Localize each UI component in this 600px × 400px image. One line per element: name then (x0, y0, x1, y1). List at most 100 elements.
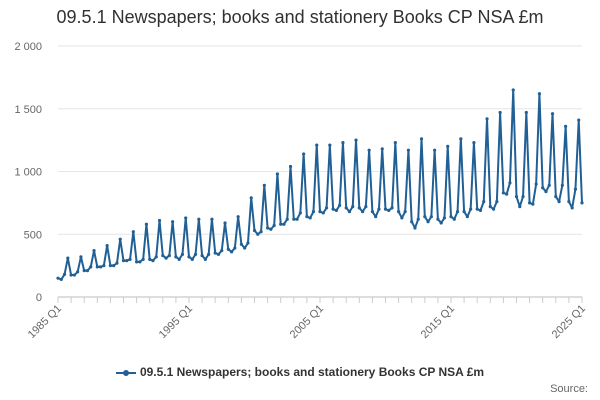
data-point[interactable] (138, 260, 142, 264)
data-point[interactable] (62, 272, 67, 277)
data-point[interactable] (357, 206, 361, 210)
data-point[interactable] (377, 207, 381, 211)
data-point[interactable] (478, 208, 483, 213)
data-point[interactable] (354, 138, 358, 142)
data-point[interactable] (249, 196, 253, 200)
data-point[interactable] (429, 215, 433, 219)
data-point[interactable] (541, 186, 545, 190)
data-point[interactable] (564, 124, 568, 128)
data-point[interactable] (370, 210, 374, 214)
data-point[interactable] (508, 181, 512, 185)
data-point[interactable] (135, 260, 139, 264)
data-point[interactable] (560, 183, 564, 187)
data-point[interactable] (324, 206, 329, 210)
data-point[interactable] (279, 222, 283, 226)
data-point[interactable] (151, 259, 155, 263)
data-point[interactable] (446, 144, 450, 148)
data-point[interactable] (351, 205, 355, 209)
data-point[interactable] (76, 270, 80, 274)
data-point[interactable] (308, 216, 312, 220)
legend[interactable]: 09.5.1 Newspapers; books and stationery … (0, 365, 600, 379)
data-point[interactable] (95, 265, 99, 269)
data-point[interactable] (154, 255, 158, 259)
data-point[interactable] (439, 221, 443, 225)
data-point[interactable] (459, 137, 463, 141)
data-point[interactable] (239, 242, 243, 246)
data-point[interactable] (410, 220, 414, 224)
data-point[interactable] (449, 215, 453, 219)
data-point[interactable] (282, 222, 286, 226)
data-point[interactable] (436, 217, 440, 221)
data-point[interactable] (79, 255, 83, 259)
data-point[interactable] (498, 110, 502, 115)
data-point[interactable] (298, 211, 302, 215)
data-point[interactable] (184, 216, 188, 220)
data-point[interactable] (164, 256, 168, 260)
data-point[interactable] (338, 203, 342, 207)
data-point[interactable] (157, 218, 162, 223)
data-point[interactable] (243, 246, 247, 250)
data-point[interactable] (433, 148, 437, 152)
data-point[interactable] (187, 255, 191, 259)
data-point[interactable] (465, 215, 469, 219)
data-point[interactable] (524, 110, 528, 115)
data-point[interactable] (341, 141, 345, 145)
data-point[interactable] (577, 118, 581, 122)
data-point[interactable] (259, 230, 263, 234)
data-point[interactable] (488, 205, 492, 209)
data-point[interactable] (85, 269, 90, 273)
data-point[interactable] (547, 183, 551, 187)
data-point[interactable] (266, 226, 270, 230)
data-point[interactable] (174, 255, 178, 259)
data-point[interactable] (374, 215, 378, 219)
data-point[interactable] (193, 252, 198, 256)
data-point[interactable] (514, 195, 519, 199)
data-point[interactable] (554, 195, 558, 199)
data-point[interactable] (141, 257, 145, 261)
data-point[interactable] (367, 148, 371, 152)
series-line[interactable] (56, 88, 584, 282)
data-point[interactable] (495, 200, 499, 204)
data-point[interactable] (321, 211, 325, 215)
data-point[interactable] (347, 210, 352, 214)
data-point[interactable] (98, 265, 103, 269)
data-point[interactable] (580, 201, 584, 205)
data-point[interactable] (390, 206, 394, 210)
data-point[interactable] (105, 243, 109, 248)
data-point[interactable] (469, 207, 473, 211)
data-point[interactable] (108, 264, 112, 268)
data-point[interactable] (537, 92, 542, 96)
data-point[interactable] (203, 257, 207, 261)
data-point[interactable] (475, 207, 479, 211)
data-point[interactable] (200, 253, 204, 258)
data-point[interactable] (269, 227, 273, 231)
data-point[interactable] (413, 226, 417, 230)
data-point[interactable] (387, 208, 391, 213)
data-point[interactable] (207, 252, 211, 256)
data-point[interactable] (115, 261, 119, 265)
data-point[interactable] (491, 207, 496, 211)
data-point[interactable] (550, 112, 555, 116)
data-point[interactable] (112, 264, 116, 268)
data-point[interactable] (393, 141, 397, 145)
data-point[interactable] (275, 172, 280, 176)
data-point[interactable] (318, 210, 322, 214)
data-point[interactable] (315, 143, 319, 147)
data-point[interactable] (334, 208, 338, 213)
data-point[interactable] (295, 217, 299, 221)
data-point[interactable] (302, 152, 306, 156)
data-point[interactable] (505, 192, 509, 196)
data-point[interactable] (419, 137, 424, 141)
data-point[interactable] (472, 141, 476, 145)
data-point[interactable] (233, 246, 237, 250)
data-point[interactable] (161, 253, 165, 258)
data-point[interactable] (570, 206, 574, 210)
data-point[interactable] (180, 252, 185, 256)
data-point[interactable] (442, 216, 447, 220)
data-point[interactable] (521, 195, 525, 199)
data-point[interactable] (69, 273, 73, 277)
data-point[interactable] (531, 202, 535, 206)
data-point[interactable] (59, 277, 63, 282)
data-point[interactable] (285, 217, 289, 221)
data-point[interactable] (544, 189, 548, 194)
